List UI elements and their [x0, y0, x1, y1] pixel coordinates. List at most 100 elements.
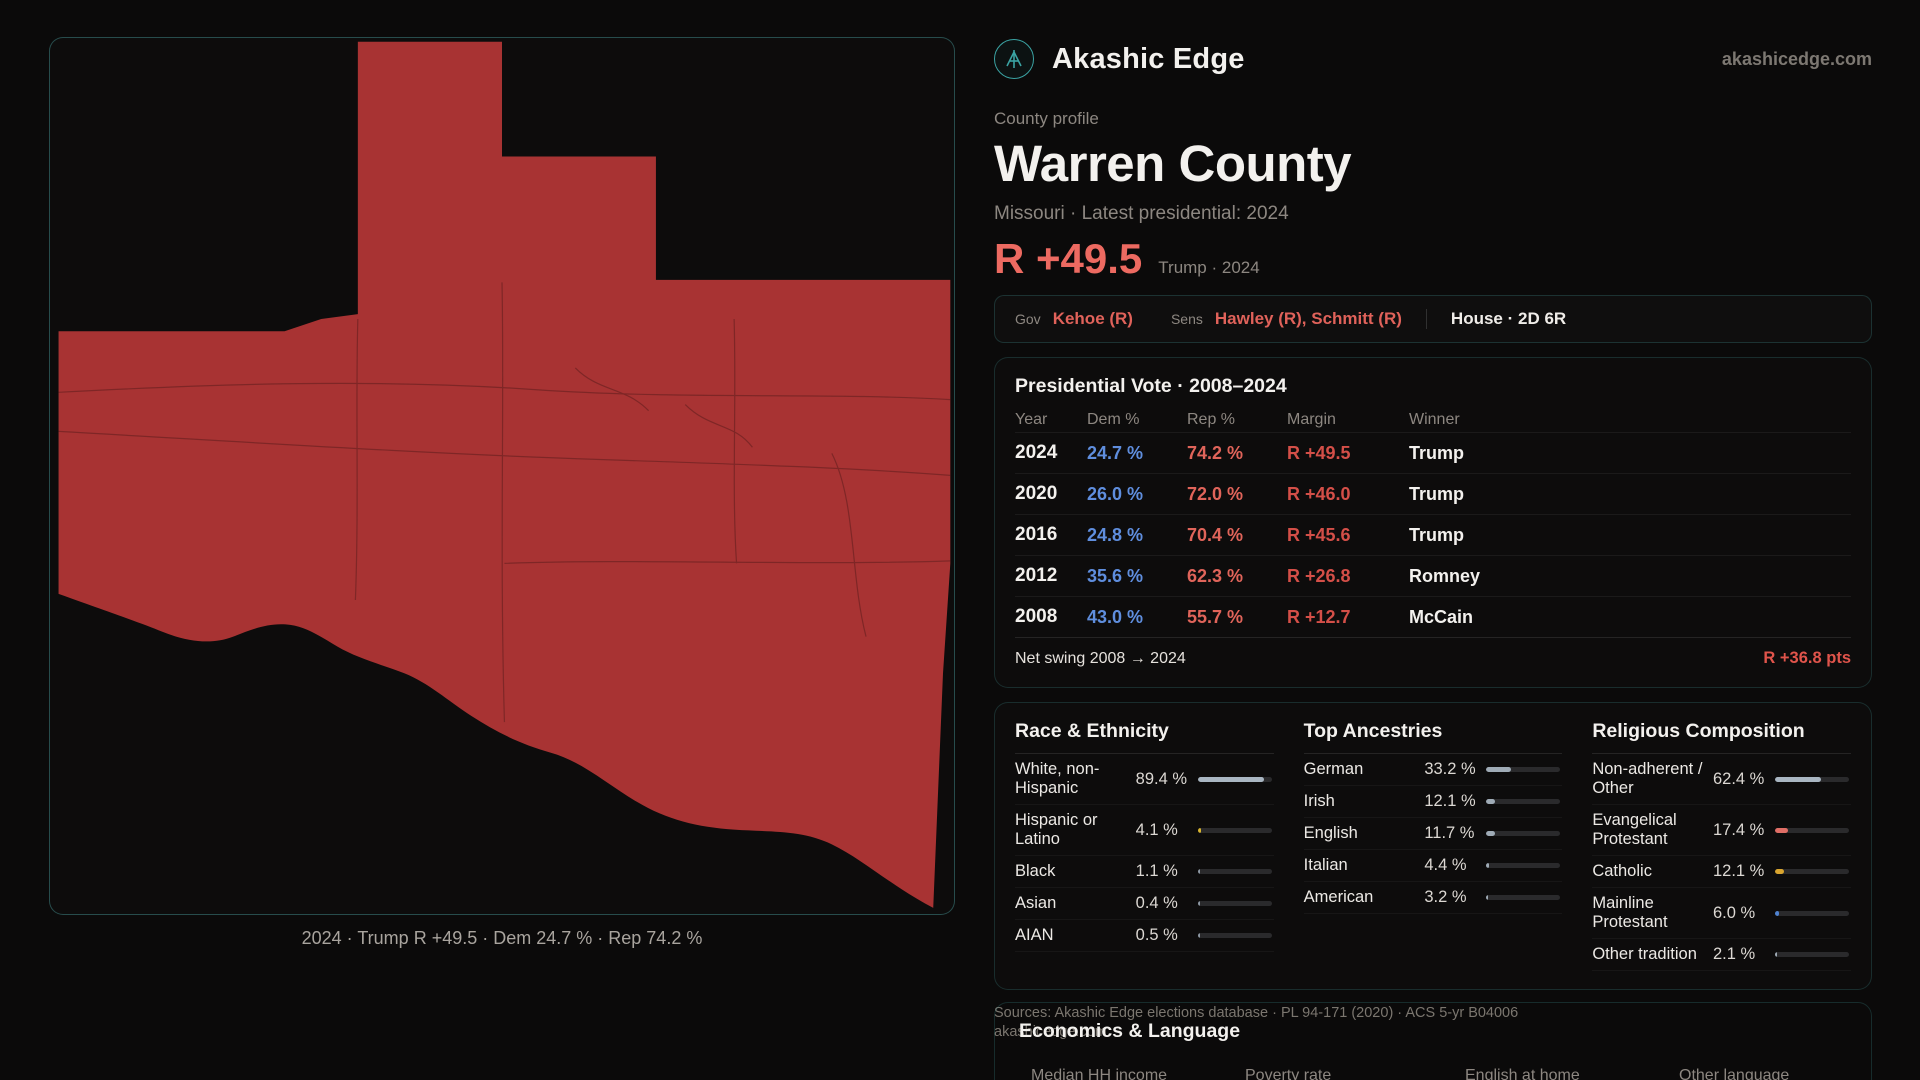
demo-label: AIAN	[1015, 926, 1054, 944]
officials-bar: Gov Kehoe (R) Sens Hawley (R), Schmitt (…	[994, 295, 1872, 343]
cell-margin: R +46.0	[1287, 483, 1351, 504]
demo-bar	[1197, 869, 1272, 874]
gov-value: Kehoe (R)	[1052, 309, 1133, 328]
demo-bar	[1486, 831, 1561, 836]
demo-bar	[1197, 776, 1272, 782]
cell-rep-pct: 74.2 %	[1187, 442, 1244, 463]
demographics-panel: Race & Ethnicity White, non-Hispanic 89.4…	[994, 702, 1872, 990]
cell-year: 2008	[1015, 606, 1058, 627]
brand-header: Akashic Edge akashicedge.com	[994, 36, 1872, 82]
race-column-title: Race & Ethnicity	[1015, 719, 1274, 754]
demo-bar	[1197, 901, 1272, 906]
demo-row: Evangelical Protestant 17.4 %	[1592, 805, 1851, 856]
demo-value: 17.4 %	[1712, 820, 1765, 839]
demo-bar	[1774, 776, 1849, 782]
demo-label: English	[1303, 824, 1358, 842]
demo-row: White, non-Hispanic 89.4 %	[1015, 754, 1274, 805]
race-ethnicity-column: Race & Ethnicity White, non-Hispanic 89.4…	[1015, 719, 1274, 971]
ancestries-column-title: Top Ancestries	[1303, 719, 1563, 754]
cell-winner: Trump	[1409, 442, 1465, 463]
cell-dem-pct: 24.7 %	[1087, 442, 1144, 463]
pres-table-row: 2016 24.8 % 70.4 % R +45.6 Trump	[1015, 514, 1851, 555]
demo-row: Non-adherent / Other 62.4 %	[1592, 754, 1851, 805]
county-interior-boundaries	[58, 282, 951, 723]
demo-row: Hispanic or Latino 4.1 %	[1015, 805, 1274, 856]
kicker-county-profile: County profile	[994, 109, 1099, 128]
demo-label: German	[1303, 760, 1364, 778]
col-year: Year	[1015, 411, 1048, 428]
demo-value: 6.0 %	[1712, 903, 1756, 922]
cell-dem-pct: 35.6 %	[1087, 565, 1144, 586]
cell-winner: McCain	[1409, 606, 1474, 627]
demo-bar	[1774, 910, 1849, 916]
cell-year: 2012	[1015, 565, 1058, 586]
demo-row: Asian 0.4 %	[1015, 888, 1274, 920]
headline-margin-row: R +49.5 Trump · 2024	[994, 233, 1872, 285]
cell-year: 2016	[1015, 524, 1058, 545]
pres-table-row: 2020 26.0 % 72.0 % R +46.0 Trump	[1015, 473, 1851, 514]
demo-value: 1.1 %	[1135, 862, 1178, 880]
demo-value: 2.1 %	[1712, 945, 1756, 963]
county-map[interactable]	[50, 38, 954, 914]
religion-column-title: Religious Composition	[1592, 719, 1851, 754]
demo-label: Italian	[1303, 856, 1348, 874]
sens-label: Sens	[1170, 311, 1203, 327]
site-domain-link[interactable]: akashicedge.com	[1721, 48, 1872, 69]
sources-line: Sources: Akashic Edge elections database…	[994, 1005, 1519, 1021]
cell-winner: Trump	[1409, 524, 1465, 545]
pres-panel-title: Presidential Vote · 2008–2024	[1015, 375, 1287, 397]
demo-value: 3.2 %	[1424, 888, 1467, 906]
cell-year: 2024	[1015, 442, 1058, 463]
pres-table-row: 2024 24.7 % 74.2 % R +49.5 Trump	[1015, 432, 1851, 473]
demo-row: American 3.2 %	[1303, 882, 1563, 914]
cell-margin: R +45.6	[1287, 524, 1351, 545]
cell-winner: Trump	[1409, 483, 1465, 504]
cell-margin: R +12.7	[1287, 606, 1351, 627]
demo-row: German 33.2 %	[1303, 754, 1563, 786]
headline-margin-context: Trump · 2024	[1158, 258, 1260, 277]
demo-value: 89.4 %	[1135, 769, 1188, 788]
net-swing-row: Net swing 2008 → 2024 R +36.8 pts	[1015, 637, 1851, 679]
presidential-vote-panel: Presidential Vote · 2008–2024 Year Dem %…	[994, 357, 1872, 688]
cell-margin: R +49.5	[1287, 442, 1351, 463]
headline-margin: R +49.5	[994, 235, 1143, 282]
net-swing-label: Net swing 2008 → 2024	[1015, 649, 1186, 667]
pres-table-row: 2012 35.6 % 62.3 % R +26.8 Romney	[1015, 555, 1851, 596]
col-rep: Rep %	[1187, 411, 1236, 428]
cell-year: 2020	[1015, 483, 1058, 504]
sens-value: Hawley (R), Schmitt (R)	[1214, 309, 1402, 328]
county-profile-content: Akashic Edge akashicedge.com County prof…	[994, 0, 1872, 1080]
cell-rep-pct: 55.7 %	[1187, 606, 1244, 627]
demo-label: Evangelical Protestant	[1592, 811, 1677, 848]
demo-value: 12.1 %	[1712, 862, 1765, 880]
pres-table-header: Year Dem % Rep % Margin Winner	[1015, 408, 1851, 432]
demo-bar	[1486, 799, 1561, 804]
demo-value: 62.4 %	[1712, 769, 1765, 788]
demo-value: 0.5 %	[1135, 926, 1178, 944]
demo-value: 4.1 %	[1135, 820, 1178, 839]
col-margin: Margin	[1287, 411, 1336, 428]
demo-bar	[1486, 863, 1561, 868]
demo-label: American	[1303, 888, 1374, 906]
cell-rep-pct: 72.0 %	[1187, 483, 1244, 504]
col-winner: Winner	[1409, 411, 1460, 428]
economics-panel-title: Economics & Language	[1019, 1020, 1241, 1042]
col-other-language: Other language	[1679, 1067, 1790, 1080]
cell-rep-pct: 70.4 %	[1187, 524, 1244, 545]
page-subtitle: Missouri · Latest presidential: 2024	[994, 203, 1289, 224]
footer-domain: akashicedge.com	[994, 1024, 1107, 1040]
demo-label: Mainline Protestant	[1592, 894, 1668, 931]
brand-title[interactable]: Akashic Edge	[1052, 42, 1245, 75]
col-poverty-rate: Poverty rate	[1245, 1067, 1332, 1080]
demo-bar	[1197, 827, 1272, 833]
cell-dem-pct: 26.0 %	[1087, 483, 1144, 504]
map-caption: 2024 · Trump R +49.5 · Dem 24.7 % · Rep …	[301, 928, 703, 948]
demo-row: Catholic 12.1 %	[1592, 856, 1851, 888]
county-map-panel	[49, 37, 955, 915]
demo-label: Asian	[1015, 894, 1057, 912]
house-value: House · 2D 6R	[1450, 309, 1567, 328]
akashic-edge-logo-icon[interactable]	[994, 39, 1034, 79]
demo-row: AIAN 0.5 %	[1015, 920, 1274, 952]
net-swing-value: R +36.8 pts	[1763, 649, 1851, 667]
demo-value: 33.2 %	[1424, 760, 1476, 778]
